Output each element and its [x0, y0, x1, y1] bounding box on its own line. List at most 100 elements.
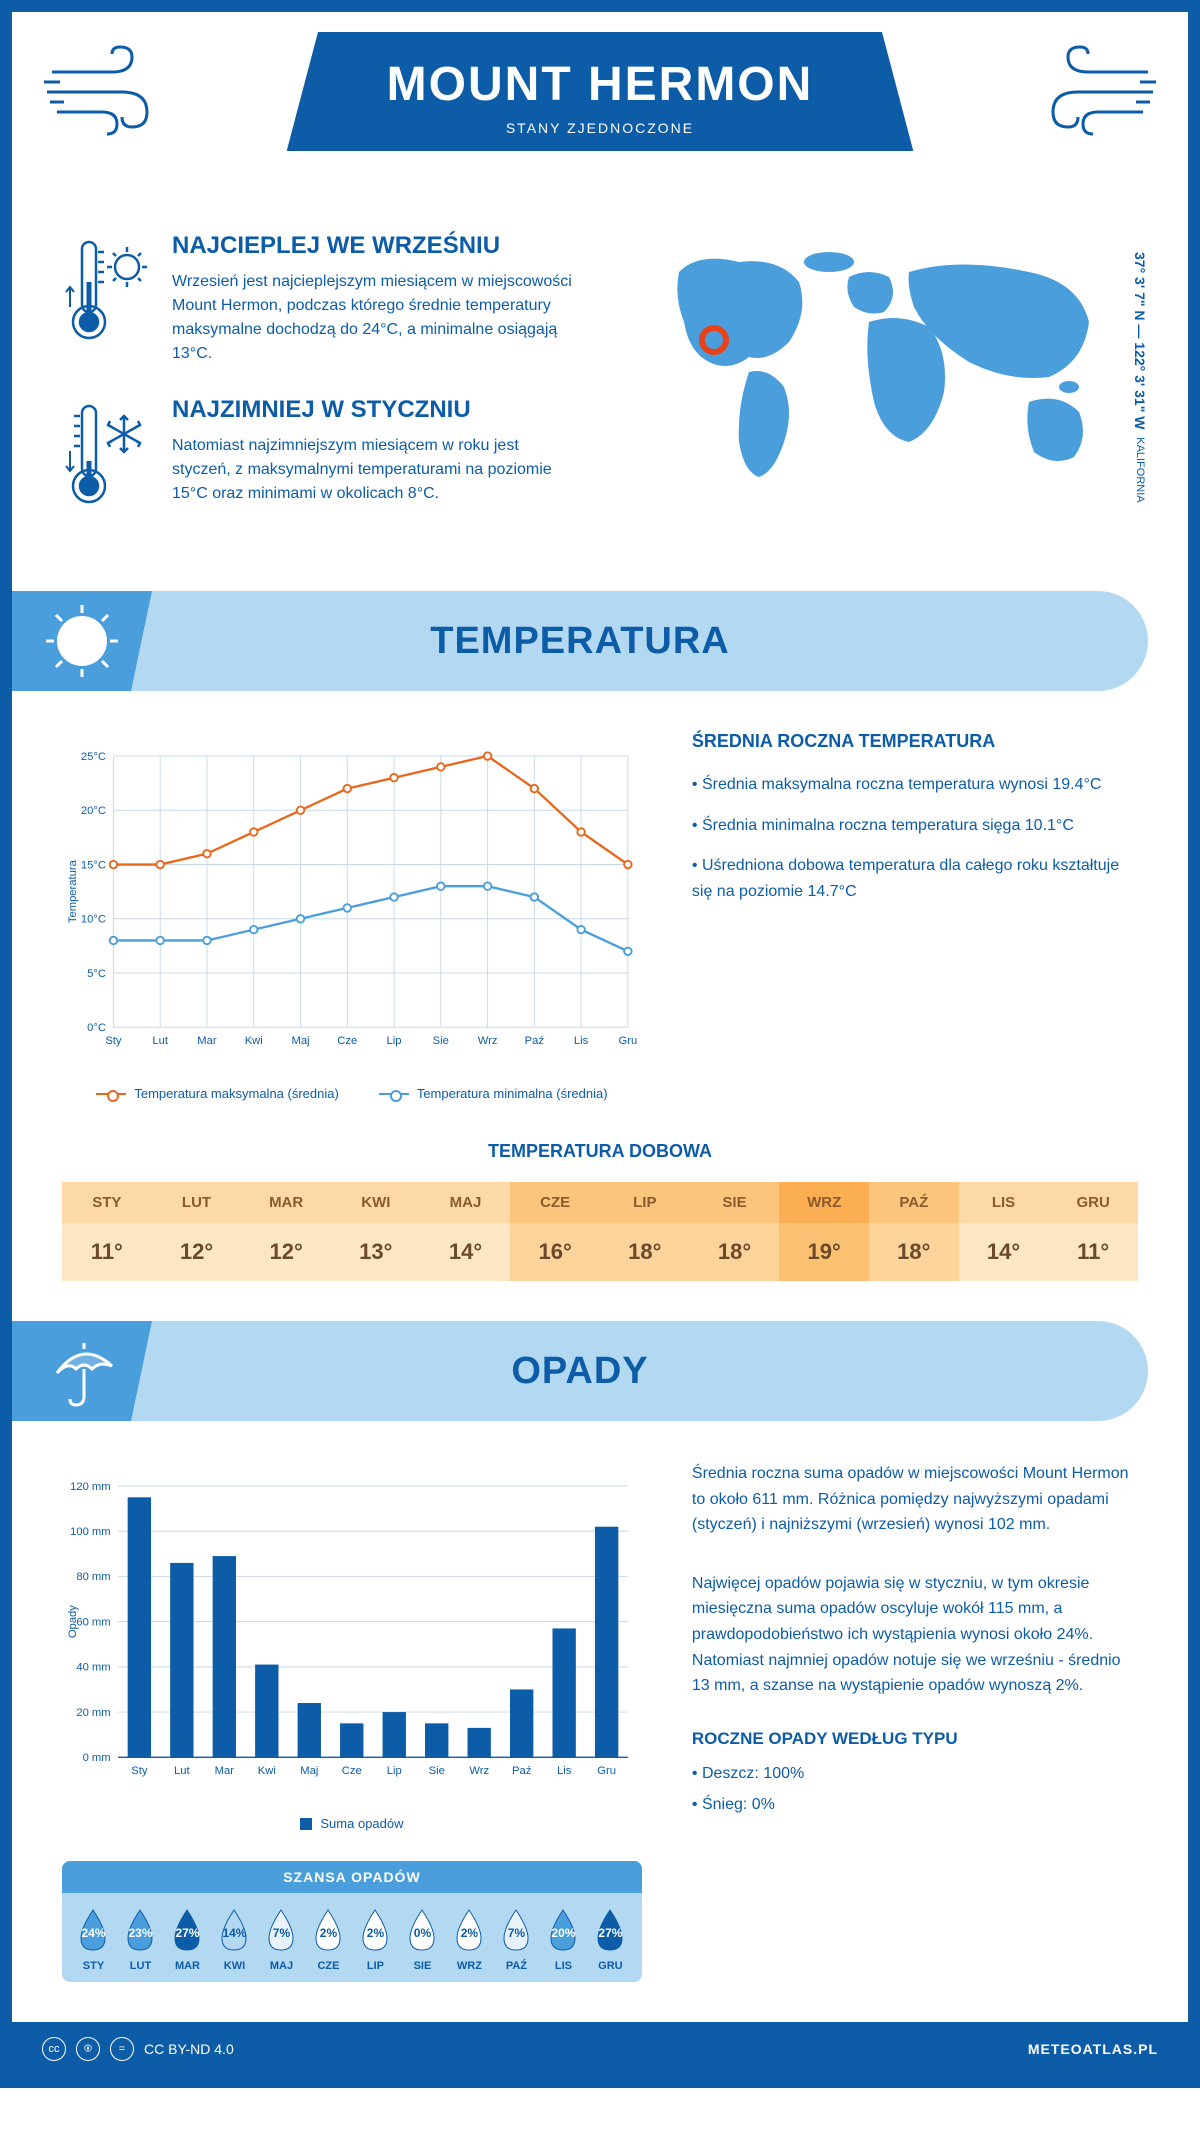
drop-icon: 27%: [169, 1908, 205, 1954]
svg-text:Cze: Cze: [342, 1765, 362, 1777]
precip-text-2: Najwięcej opadów pojawia się w styczniu,…: [692, 1571, 1138, 1699]
drop-icon: 0%: [404, 1908, 440, 1954]
chance-item: 2% LIP: [354, 1908, 397, 1972]
svg-text:Lis: Lis: [574, 1035, 589, 1047]
temp-table-header: LUT: [152, 1182, 242, 1223]
fact-warmest-text: Wrzesień jest najcieplejszym miesiącem w…: [172, 270, 580, 366]
svg-text:Sty: Sty: [131, 1765, 148, 1777]
fact-coldest-content: NAJZIMNIEJ W STYCZNIU Natomiast najzimni…: [172, 396, 580, 521]
chance-month: LIS: [542, 1960, 585, 1972]
coords-lat: 37° 3' 7" N: [1132, 252, 1148, 321]
svg-text:Lip: Lip: [387, 1035, 402, 1047]
chance-month: MAR: [166, 1960, 209, 1972]
temperature-info: ŚREDNIA ROCZNA TEMPERATURA • Średnia mak…: [692, 731, 1138, 1101]
precip-type-title: ROCZNE OPADY WEDŁUG TYPU: [692, 1729, 1138, 1749]
drop-icon: 2%: [310, 1908, 346, 1954]
temperature-chart-area: 0°C5°C10°C15°C20°C25°CStyLutMarKwiMajCze…: [62, 731, 642, 1101]
legend-max: Temperatura maksymalna (średnia): [96, 1086, 338, 1101]
chance-item: 27% GRU: [589, 1908, 632, 1972]
svg-text:Kwi: Kwi: [245, 1035, 263, 1047]
thermometer-snow-icon: [62, 396, 152, 521]
chance-title: SZANSA OPADÓW: [62, 1861, 642, 1893]
svg-text:Paź: Paź: [525, 1035, 545, 1047]
svg-text:Sie: Sie: [433, 1035, 449, 1047]
temperature-info-title: ŚREDNIA ROCZNA TEMPERATURA: [692, 731, 1138, 752]
svg-text:Lis: Lis: [557, 1765, 572, 1777]
chance-item: 7% PAŹ: [495, 1908, 538, 1972]
thermometer-sun-icon: [62, 232, 152, 366]
sun-icon: [42, 601, 122, 681]
svg-text:0°C: 0°C: [87, 1022, 106, 1034]
nd-icon: =: [110, 2037, 134, 2061]
svg-text:Temperatura: Temperatura: [67, 859, 79, 923]
svg-text:Maj: Maj: [291, 1035, 309, 1047]
temp-table-cell: 19°: [779, 1223, 869, 1281]
temp-table-header: GRU: [1048, 1182, 1138, 1223]
temperature-section-header: TEMPERATURA: [12, 591, 1148, 691]
chance-month: LUT: [119, 1960, 162, 1972]
temp-table-cell: 12°: [152, 1223, 242, 1281]
precipitation-chance-box: SZANSA OPADÓW 24% STY 23% LUT 27% MAR: [62, 1861, 642, 1982]
title-banner: MOUNT HERMON STANY ZJEDNOCZONE: [287, 32, 914, 151]
svg-text:20 mm: 20 mm: [76, 1707, 110, 1719]
svg-text:Cze: Cze: [337, 1035, 357, 1047]
svg-text:Paź: Paź: [512, 1765, 532, 1777]
page-title: MOUNT HERMON: [387, 57, 814, 112]
temperature-bullet: • Uśredniona dobowa temperatura dla całe…: [692, 853, 1138, 904]
svg-text:15°C: 15°C: [81, 859, 106, 871]
coordinates: 37° 3' 7" N — 122° 3' 31" W KALIFORNIA: [1132, 252, 1148, 503]
chance-month: CZE: [307, 1960, 350, 1972]
temp-table-cell: 18°: [690, 1223, 780, 1281]
drop-icon: 7%: [498, 1908, 534, 1954]
drop-icon: 7%: [263, 1908, 299, 1954]
chance-month: MAJ: [260, 1960, 303, 1972]
drop-icon: 24%: [75, 1908, 111, 1954]
precipitation-section-header: OPADY: [12, 1321, 1148, 1421]
temperature-bullet: • Średnia maksymalna roczna temperatura …: [692, 772, 1138, 798]
svg-text:10°C: 10°C: [81, 914, 106, 926]
chance-item: 27% MAR: [166, 1908, 209, 1972]
daily-temp-title: TEMPERATURA DOBOWA: [62, 1141, 1138, 1162]
fact-coldest: NAJZIMNIEJ W STYCZNIU Natomiast najzimni…: [62, 396, 580, 521]
chance-month: SIE: [401, 1960, 444, 1972]
temp-table-header: PAŹ: [869, 1182, 959, 1223]
precip-text-1: Średnia roczna suma opadów w miejscowośc…: [692, 1461, 1138, 1538]
temp-table-cell: 14°: [421, 1223, 511, 1281]
precipitation-legend: Suma opadów: [62, 1816, 642, 1831]
precip-type-item: • Śnieg: 0%: [692, 1792, 1138, 1818]
chance-month: STY: [72, 1960, 115, 1972]
drop-icon: 2%: [357, 1908, 393, 1954]
precipitation-section: 0 mm20 mm40 mm60 mm80 mm100 mm120 mmOpad…: [12, 1421, 1188, 2022]
footer-site: METEOATLAS.PL: [1028, 2041, 1158, 2057]
drop-icon: 2%: [451, 1908, 487, 1954]
temperature-bullet: • Średnia minimalna roczna temperatura s…: [692, 813, 1138, 839]
svg-text:Sie: Sie: [429, 1765, 445, 1777]
legend-sum: Suma opadów: [300, 1816, 403, 1831]
temp-table-cell: 13°: [331, 1223, 421, 1281]
chance-item: 2% WRZ: [448, 1908, 491, 1972]
chance-month: KWI: [213, 1960, 256, 1972]
intro-map: 37° 3' 7" N — 122° 3' 31" W KALIFORNIA: [620, 232, 1138, 551]
legend-min: Temperatura minimalna (średnia): [379, 1086, 608, 1101]
svg-text:120 mm: 120 mm: [70, 1481, 111, 1493]
temp-table-cell: 11°: [62, 1223, 152, 1281]
drop-icon: 27%: [592, 1908, 628, 1954]
coords-lon: 122° 3' 31" W: [1132, 342, 1148, 429]
chance-item: 0% SIE: [401, 1908, 444, 1972]
drop-icon: 20%: [545, 1908, 581, 1954]
svg-text:Maj: Maj: [300, 1765, 318, 1777]
fact-warmest-title: NAJCIEPLEJ WE WRZEŚNIU: [172, 232, 580, 260]
temp-table-cell: 11°: [1048, 1223, 1138, 1281]
chance-row: 24% STY 23% LUT 27% MAR 14% KWI: [62, 1893, 642, 1982]
svg-text:Lut: Lut: [152, 1035, 168, 1047]
fact-coldest-title: NAJZIMNIEJ W STYCZNIU: [172, 396, 580, 424]
cc-icon: cc: [42, 2037, 66, 2061]
temp-table-cell: 16°: [510, 1223, 600, 1281]
svg-text:Mar: Mar: [197, 1035, 217, 1047]
page-subtitle: STANY ZJEDNOCZONE: [387, 120, 814, 136]
coords-region: KALIFORNIA: [1134, 437, 1146, 502]
temp-table-cell: 18°: [869, 1223, 959, 1281]
temp-table-header: LIP: [600, 1182, 690, 1223]
intro-section: NAJCIEPLEJ WE WRZEŚNIU Wrzesień jest naj…: [12, 212, 1188, 591]
temp-table-cell: 12°: [241, 1223, 331, 1281]
